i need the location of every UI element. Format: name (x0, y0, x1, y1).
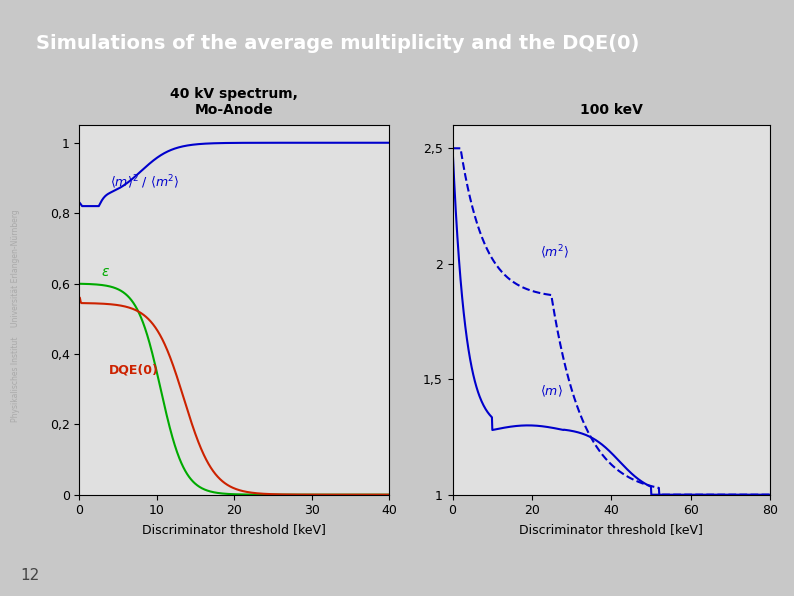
X-axis label: Discriminator threshold [keV]: Discriminator threshold [keV] (519, 523, 703, 536)
Title: 100 keV: 100 keV (580, 103, 643, 117)
Title: 40 kV spectrum,
Mo-Anode: 40 kV spectrum, Mo-Anode (170, 87, 299, 117)
Text: 12: 12 (20, 567, 39, 583)
Text: $\langle m\rangle^2$ / $\langle m^2\rangle$: $\langle m\rangle^2$ / $\langle m^2\rang… (110, 173, 179, 191)
Text: Simulations of the average multiplicity and the DQE(0): Simulations of the average multiplicity … (36, 34, 639, 52)
Text: DQE(0): DQE(0) (109, 364, 159, 376)
Text: Physikalisches Institut    Universität Erlangen-Nürnberg: Physikalisches Institut Universität Erla… (10, 210, 20, 422)
Text: $\langle m^2\rangle$: $\langle m^2\rangle$ (540, 243, 569, 261)
Text: $\langle m\rangle$: $\langle m\rangle$ (540, 384, 563, 399)
X-axis label: Discriminator threshold [keV]: Discriminator threshold [keV] (142, 523, 326, 536)
Text: $\varepsilon$: $\varepsilon$ (101, 265, 110, 279)
